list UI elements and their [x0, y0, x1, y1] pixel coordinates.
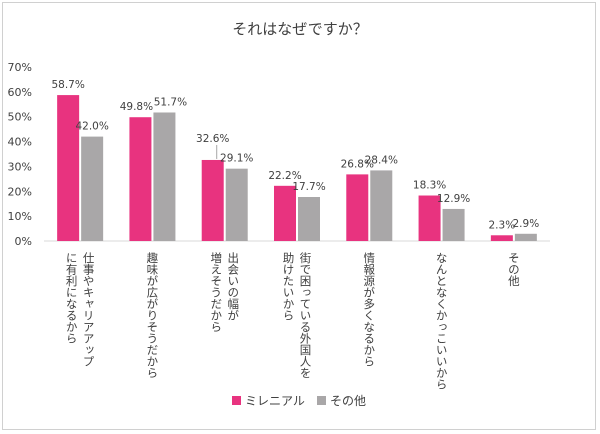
bar-other [153, 112, 176, 241]
legend: ミレニアル その他 [232, 394, 366, 408]
bar-other [225, 168, 248, 241]
category-label: なんとなくかっこいいから [435, 252, 449, 390]
y-tick-label: 70% [8, 61, 32, 74]
data-label: 12.9% [437, 193, 470, 205]
bar-millennial [490, 235, 513, 241]
data-label: 22.2% [268, 170, 301, 182]
category-label: 情報源が多くなるから [362, 252, 376, 367]
category-label: 出会いの幅が [226, 251, 240, 321]
chart-frame [2, 2, 596, 430]
bar-millennial [418, 195, 441, 241]
y-tick-label: 20% [8, 185, 32, 198]
data-label-layer: 58.7% 49.8% 32.6% 22.2% 26.8% 18.3% 2.3% 42.0% 5… [51, 79, 539, 231]
y-tick-label: 40% [8, 136, 32, 149]
data-label: 17.7% [292, 181, 325, 193]
legend-label: ミレニアル [245, 394, 305, 408]
bar-millennial [129, 117, 152, 241]
category-label: 増えそうだから [209, 252, 223, 333]
y-tick-label: 60% [8, 86, 32, 99]
bar-millennial [201, 159, 224, 241]
bar-other [370, 170, 393, 241]
bar-other [81, 136, 104, 241]
bar-millennial [274, 185, 296, 241]
data-label: 26.8% [341, 158, 374, 170]
category-label: その他 [507, 252, 521, 287]
category-label: 仕事やキャリアアップ [82, 252, 96, 367]
chart-title: それはなぜですか？ [232, 20, 367, 38]
data-label: 2.9% [513, 218, 540, 230]
data-label: 42.0% [75, 121, 108, 133]
category-label: 街で困っている外国人を [299, 251, 313, 378]
axis-layer: 0% 10% 20% 30% 40% 50% 60% 70% [8, 61, 550, 248]
data-label: 2.3% [489, 219, 516, 231]
bar-millennial [346, 174, 369, 241]
bar-other [514, 233, 537, 241]
legend-label: その他 [330, 394, 366, 408]
bar-millennial [57, 95, 80, 242]
data-label: 49.8% [120, 101, 153, 113]
legend-swatch [317, 396, 326, 405]
data-label: 58.7% [51, 79, 84, 91]
data-label: 18.3% [413, 180, 446, 192]
category-label: 趣味が広がりそうだから [145, 251, 159, 378]
y-tick-label: 30% [8, 160, 32, 173]
data-label: 32.6% [196, 133, 229, 145]
bar-layer [57, 95, 537, 242]
y-tick-label: 10% [8, 210, 32, 223]
bar-other [298, 197, 320, 241]
category-label: に有利になるから [65, 252, 79, 344]
data-label: 51.7% [154, 96, 187, 108]
category-label: 助けたいから [282, 251, 296, 321]
y-tick-label: 50% [8, 111, 32, 124]
legend-swatch [232, 396, 241, 405]
y-tick-label: 0% [15, 235, 32, 248]
data-label: 29.1% [220, 153, 253, 165]
data-label: 28.4% [365, 154, 398, 166]
bar-other [442, 208, 465, 241]
